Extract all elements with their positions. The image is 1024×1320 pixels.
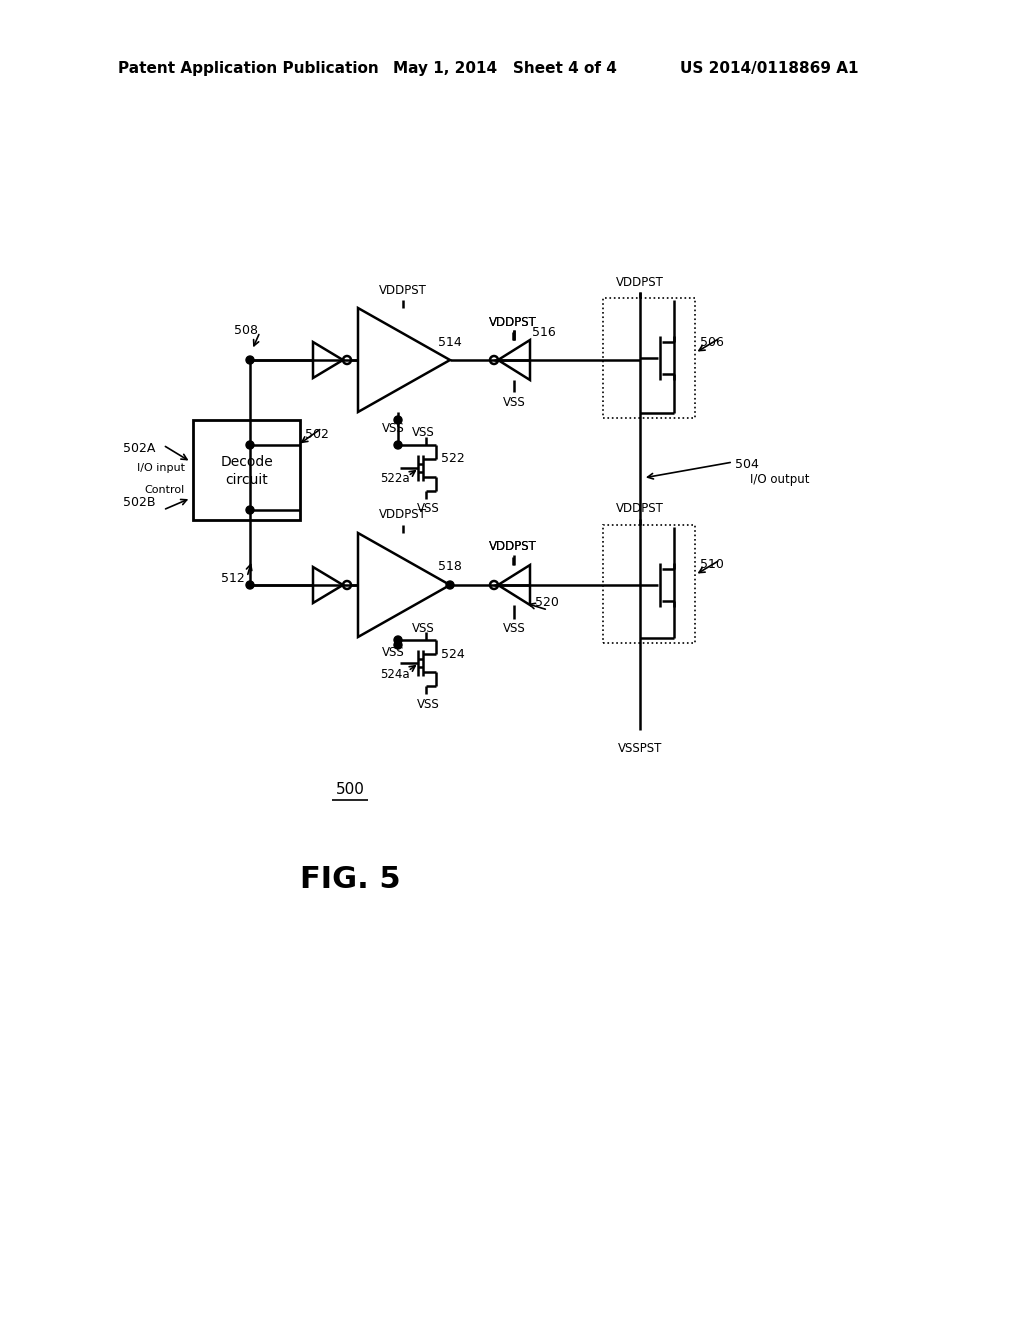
Text: Patent Application Publication: Patent Application Publication — [118, 61, 379, 75]
Circle shape — [394, 636, 402, 644]
Text: 502: 502 — [305, 429, 329, 441]
Text: VSSPST: VSSPST — [617, 742, 663, 755]
Text: 514: 514 — [438, 335, 462, 348]
Text: VSS: VSS — [417, 697, 439, 710]
Text: VSS: VSS — [382, 421, 404, 434]
Bar — [603, 298, 695, 418]
Text: 518: 518 — [438, 561, 462, 573]
Text: US 2014/0118869 A1: US 2014/0118869 A1 — [680, 61, 858, 75]
Text: VDDPST: VDDPST — [489, 540, 537, 553]
Text: VDDPST: VDDPST — [616, 276, 664, 289]
Text: 508: 508 — [234, 323, 258, 337]
Text: FIG. 5: FIG. 5 — [300, 866, 400, 895]
Circle shape — [246, 441, 254, 449]
Text: VDDPST: VDDPST — [379, 284, 427, 297]
Text: 500: 500 — [336, 783, 365, 797]
Text: 510: 510 — [700, 558, 724, 572]
Text: circuit: circuit — [225, 473, 268, 487]
Text: 524: 524 — [441, 648, 465, 660]
Text: VDDPST: VDDPST — [379, 508, 427, 521]
Circle shape — [446, 581, 454, 589]
Text: 524a: 524a — [380, 668, 410, 681]
Circle shape — [394, 642, 402, 649]
Text: VSS: VSS — [382, 647, 404, 660]
Text: I/O input: I/O input — [137, 463, 185, 473]
Bar — [193, 420, 300, 520]
Text: VSS: VSS — [503, 623, 525, 635]
Text: May 1, 2014   Sheet 4 of 4: May 1, 2014 Sheet 4 of 4 — [393, 61, 616, 75]
Circle shape — [636, 356, 644, 364]
Circle shape — [394, 416, 402, 424]
Bar — [603, 525, 695, 643]
Text: 520: 520 — [535, 597, 559, 610]
Text: Control: Control — [144, 484, 185, 495]
Text: VSS: VSS — [503, 396, 525, 408]
Text: VSS: VSS — [412, 426, 434, 440]
Text: 502A: 502A — [123, 441, 155, 454]
Circle shape — [246, 356, 254, 364]
Text: VSS: VSS — [412, 622, 434, 635]
Text: VDDPST: VDDPST — [489, 315, 537, 329]
Circle shape — [246, 581, 254, 589]
Text: VSS: VSS — [417, 503, 439, 516]
Circle shape — [394, 441, 402, 449]
Text: 516: 516 — [532, 326, 556, 338]
Text: 502B: 502B — [123, 496, 155, 510]
Text: 506: 506 — [700, 337, 724, 350]
Text: I/O output: I/O output — [750, 474, 810, 487]
Circle shape — [636, 581, 644, 589]
Text: 522a: 522a — [380, 473, 410, 486]
Text: 512: 512 — [221, 572, 245, 585]
Text: VDDPST: VDDPST — [489, 540, 537, 553]
Text: VDDPST: VDDPST — [616, 503, 664, 516]
Text: 522: 522 — [441, 453, 465, 466]
Text: Decode: Decode — [220, 455, 272, 469]
Circle shape — [246, 506, 254, 513]
Text: 504: 504 — [735, 458, 759, 471]
Text: VDDPST: VDDPST — [489, 315, 537, 329]
